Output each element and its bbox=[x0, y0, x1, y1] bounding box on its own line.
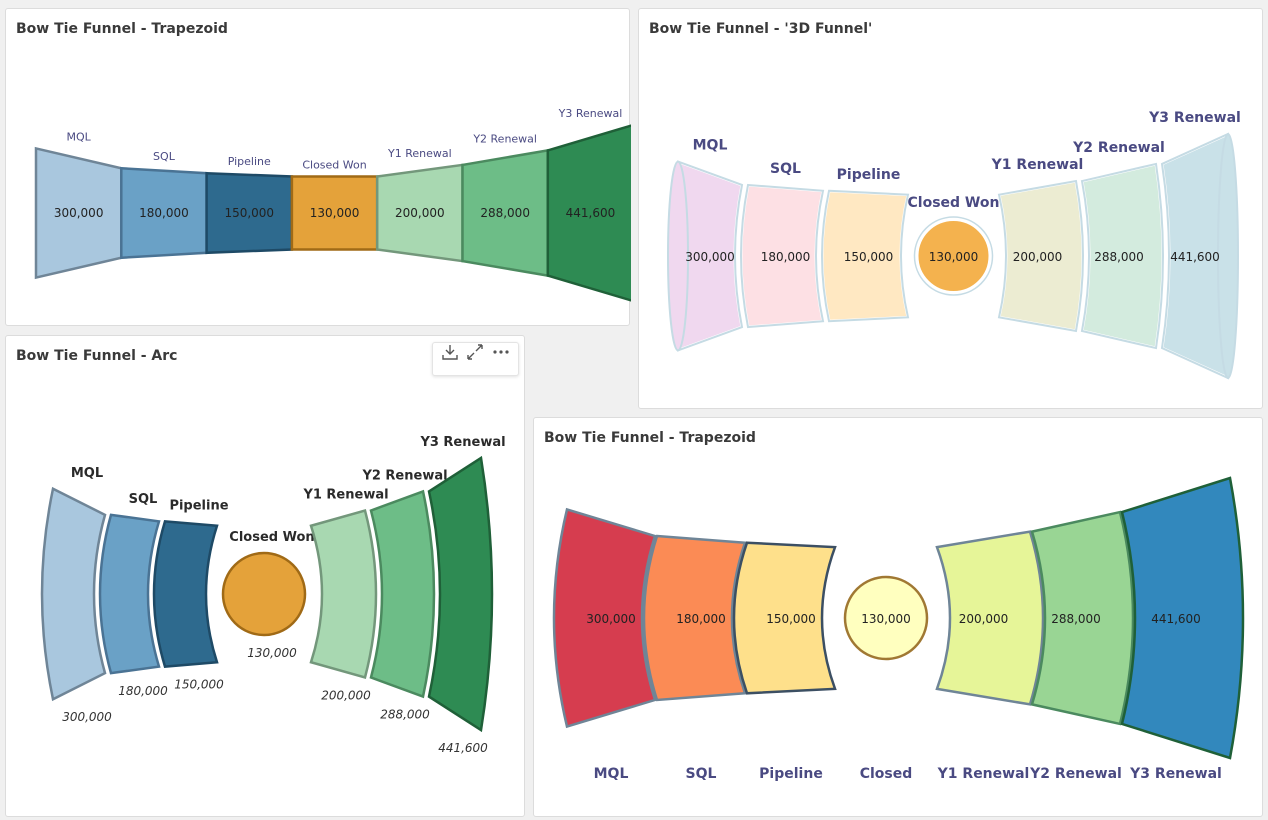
category-label-mql: MQL bbox=[71, 466, 103, 481]
value-label-y1-renewal: 200,000 bbox=[395, 206, 445, 220]
segment-y1-renewal bbox=[309, 508, 378, 680]
segment-cap-y3-renewal bbox=[1217, 133, 1239, 379]
value-label-y2-renewal: 288,000 bbox=[380, 708, 430, 722]
expand-icon[interactable] bbox=[466, 343, 484, 361]
segment-closed-won bbox=[914, 217, 993, 295]
category-label-y1-renewal: Y1 Renewal bbox=[302, 488, 388, 503]
value-label-y3-renewal: 441,600 bbox=[1151, 612, 1201, 626]
category-label-closed-won: Closed Won bbox=[908, 195, 1000, 211]
bowtie-arc-color-chart: 300,000 MQL 180,000 SQL 150,000 Pipeline 130,0… bbox=[552, 476, 1245, 782]
category-label-y1-renewal: Y1 Renewal bbox=[991, 157, 1084, 173]
category-label-y3-renewal: Y3 Renewal bbox=[1148, 110, 1241, 126]
segment-outline-y1-renewal bbox=[997, 179, 1084, 333]
segment-y2-renewal bbox=[1030, 510, 1135, 726]
value-label-y2-renewal: 288,000 bbox=[1051, 612, 1101, 626]
panel-trapezoid-1: Bow Tie Funnel - Trapezoid 300,000 MQL 180… bbox=[5, 8, 631, 326]
value-label-pipeline: 150,000 bbox=[174, 678, 224, 692]
more-icon[interactable] bbox=[492, 343, 510, 361]
value-label-sql: 180,000 bbox=[118, 684, 168, 698]
segment-y3-renewal bbox=[546, 124, 631, 302]
value-label-y1-renewal: 200,000 bbox=[1013, 250, 1063, 264]
value-label-sql: 180,000 bbox=[139, 206, 189, 220]
panel-title: Bow Tie Funnel - '3D Funnel' bbox=[649, 21, 873, 37]
category-label-y3-renewal: Y3 Renewal bbox=[1129, 766, 1222, 782]
value-label-y3-renewal: 441,600 bbox=[566, 206, 616, 220]
category-label-y1-renewal: Y1 Renewal bbox=[937, 766, 1030, 782]
segment-outline-sql bbox=[740, 183, 825, 329]
value-label-y2-renewal: 288,000 bbox=[1094, 250, 1144, 264]
segment-outline-closed-won bbox=[913, 216, 994, 296]
value-label-mql: 300,000 bbox=[685, 250, 735, 264]
category-label-closed-won: Closed Won bbox=[302, 159, 366, 172]
category-label-mql: MQL bbox=[67, 130, 92, 143]
bowtie-3d-chart: 300,000 MQL 180,000 SQL 150,000 Pipeline 130,0… bbox=[667, 110, 1241, 381]
category-label-y2-renewal: Y2 Renewal bbox=[1029, 766, 1122, 782]
segment-cap-mql bbox=[667, 160, 689, 352]
value-label-closed-won: 130,000 bbox=[929, 250, 979, 264]
segment-pipeline bbox=[152, 520, 219, 668]
category-label-y1-renewal: Y1 Renewal bbox=[387, 147, 452, 160]
value-label-mql: 300,000 bbox=[586, 612, 636, 626]
value-label-y1-renewal: 200,000 bbox=[959, 612, 1009, 626]
category-label-y2-renewal: Y2 Renewal bbox=[361, 468, 447, 483]
category-label-pipeline: Pipeline bbox=[837, 167, 901, 183]
category-label-pipeline: Pipeline bbox=[759, 766, 823, 782]
category-label-sql: SQL bbox=[153, 150, 176, 163]
panel-trapezoid-2: Bow Tie Funnel - Trapezoid 300,000 MQL 180… bbox=[533, 417, 1263, 817]
value-label-mql: 300,000 bbox=[54, 206, 104, 220]
category-label-pipeline: Pipeline bbox=[228, 155, 271, 168]
value-label-sql: 180,000 bbox=[761, 250, 811, 264]
segment-mql bbox=[40, 486, 107, 702]
value-label-y3-renewal: 441,600 bbox=[438, 741, 488, 755]
value-label-pipeline: 150,000 bbox=[766, 612, 816, 626]
category-label-sql: SQL bbox=[770, 161, 801, 177]
segment-outline-y2-renewal bbox=[1080, 162, 1164, 350]
category-label-closed: Closed bbox=[860, 766, 913, 782]
value-label-mql: 300,000 bbox=[62, 710, 112, 724]
category-label-y3-renewal: Y3 Renewal bbox=[558, 107, 623, 120]
panel-arc: Bow Tie Funnel - Arc 300,000 MQL 180,000 SQ… bbox=[5, 335, 525, 817]
category-label-y2-renewal: Y2 Renewal bbox=[1072, 140, 1165, 156]
segment-mql bbox=[552, 507, 657, 729]
panel-toolbar bbox=[432, 342, 519, 376]
value-label-closed-won: 130,000 bbox=[310, 206, 360, 220]
segment-y3-renewal bbox=[427, 455, 494, 733]
segment-y2-renewal bbox=[369, 489, 436, 699]
category-label-closed-won: Closed Won bbox=[229, 530, 314, 545]
segment-pipeline bbox=[732, 541, 837, 695]
panel-3d-funnel: Bow Tie Funnel - '3D Funnel' 300,000 MQL 1… bbox=[638, 8, 1263, 409]
value-label-pipeline: 150,000 bbox=[224, 206, 274, 220]
segment-sql bbox=[98, 513, 161, 675]
panel-title: Bow Tie Funnel - Trapezoid bbox=[16, 21, 228, 37]
segment-y1-renewal bbox=[935, 530, 1045, 706]
bowtie-trapezoid-chart: 300,000 MQL 180,000 SQL 150,000 Pipeline 130,0… bbox=[34, 107, 631, 302]
value-label-y2-renewal: 288,000 bbox=[480, 206, 530, 220]
download-icon[interactable] bbox=[441, 343, 459, 361]
segment-closed-won bbox=[221, 551, 307, 637]
segment-closed bbox=[843, 575, 929, 661]
panel-title: Bow Tie Funnel - Arc bbox=[16, 348, 178, 364]
value-label-closed: 130,000 bbox=[861, 612, 911, 626]
panel-title: Bow Tie Funnel - Trapezoid bbox=[544, 430, 756, 446]
value-label-y1-renewal: 200,000 bbox=[321, 688, 371, 702]
value-label-y3-renewal: 441,600 bbox=[1170, 250, 1220, 264]
value-label-pipeline: 150,000 bbox=[844, 250, 894, 264]
segment-y3-renewal bbox=[1120, 476, 1245, 760]
category-label-mql: MQL bbox=[693, 138, 728, 154]
category-label-mql: MQL bbox=[594, 766, 629, 782]
segment-sql bbox=[642, 534, 747, 702]
category-label-sql: SQL bbox=[129, 492, 158, 507]
value-label-closed-won: 130,000 bbox=[247, 646, 297, 660]
category-label-pipeline: Pipeline bbox=[169, 498, 228, 513]
category-label-sql: SQL bbox=[686, 766, 717, 782]
bowtie-arc-chart: 300,000 MQL 180,000 SQL 150,000 Pipeline 130,0… bbox=[40, 435, 506, 755]
category-label-y2-renewal: Y2 Renewal bbox=[472, 132, 537, 145]
value-label-sql: 180,000 bbox=[676, 612, 726, 626]
category-label-y3-renewal: Y3 Renewal bbox=[419, 435, 505, 450]
segment-outline-pipeline bbox=[821, 189, 910, 323]
